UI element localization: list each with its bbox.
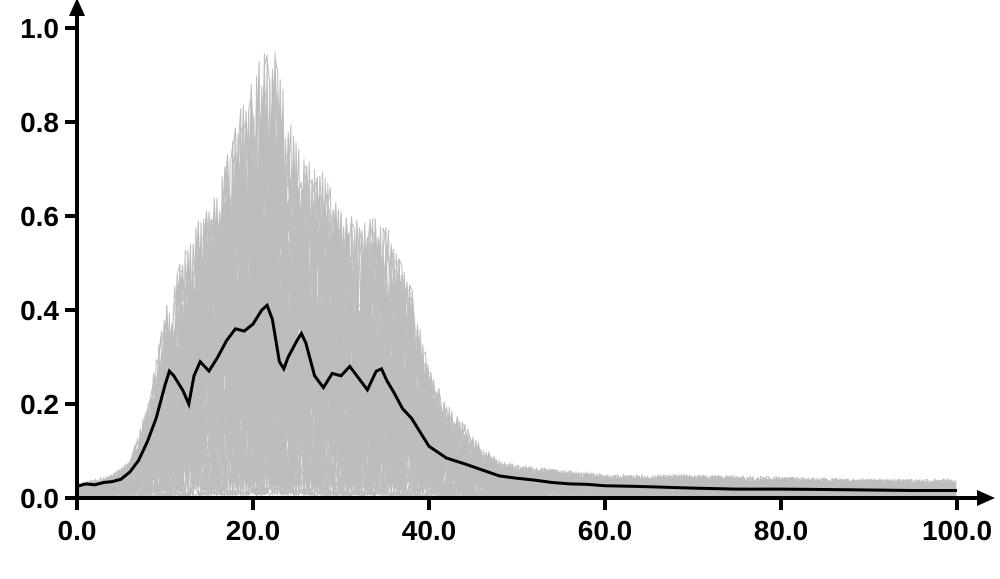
- spectrum-chart: { "chart": { "type": "line", "background…: [0, 0, 1000, 579]
- chart-svg: 0.020.040.060.080.0100.0Hz0.00.20.40.60.…: [0, 0, 1000, 579]
- x-tick-label: 60.0: [578, 515, 633, 546]
- y-tick-label: 0.0: [20, 483, 59, 514]
- y-axis-arrow: [69, 0, 85, 16]
- x-tick-label: 20.0: [226, 515, 281, 546]
- x-tick-label: 100.0: [922, 515, 992, 546]
- x-axis-arrow: [977, 490, 995, 506]
- y-tick-label: 0.8: [20, 107, 59, 138]
- x-tick-label: 0.0: [58, 515, 97, 546]
- y-tick-label: 1.0: [20, 13, 59, 44]
- x-tick-label: 40.0: [402, 515, 457, 546]
- x-tick-label: 80.0: [754, 515, 809, 546]
- y-tick-label: 0.4: [20, 295, 59, 326]
- y-tick-label: 0.2: [20, 389, 59, 420]
- y-tick-label: 0.6: [20, 201, 59, 232]
- noise-traces: [77, 52, 956, 498]
